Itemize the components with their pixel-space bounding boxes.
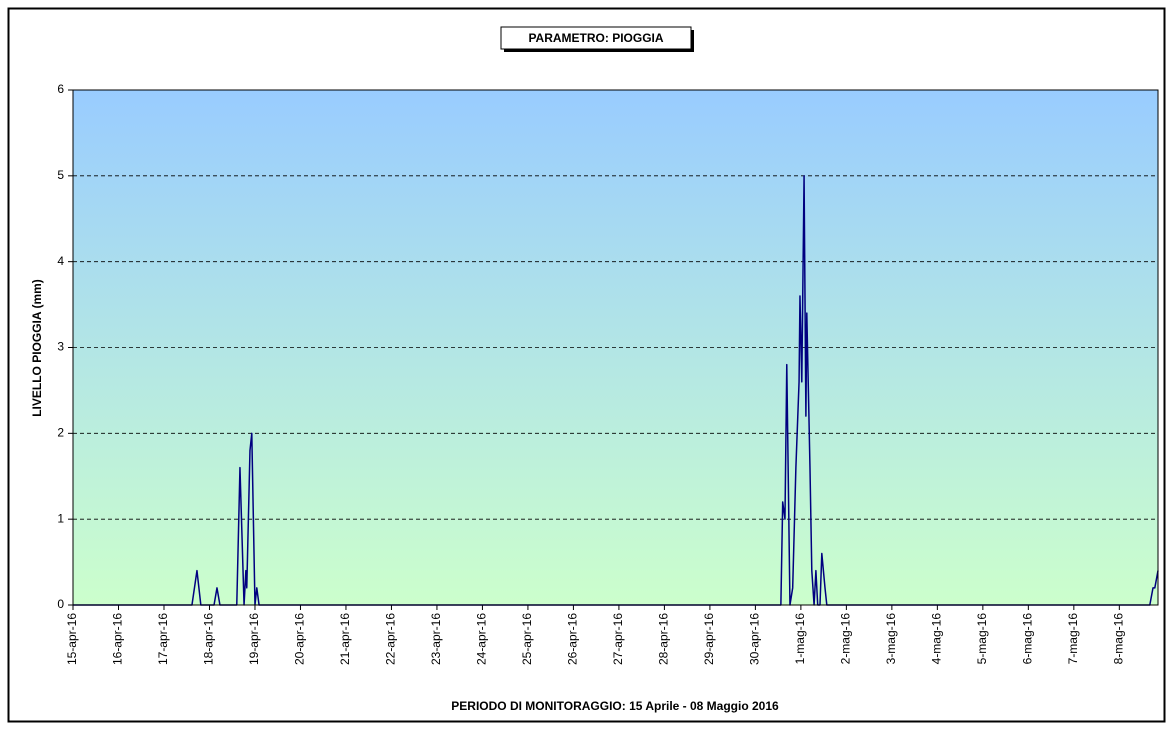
y-tick-label: 1: [57, 511, 64, 525]
x-tick-label: 17-apr-16: [156, 613, 170, 665]
x-tick-label: 8-mag-16: [1112, 613, 1126, 665]
x-tick-label: 24-apr-16: [475, 613, 489, 665]
x-tick-label: 1-mag-16: [793, 613, 807, 665]
chart-title: PARAMETRO: PIOGGIA: [528, 31, 663, 45]
x-tick-label: 3-mag-16: [884, 613, 898, 665]
y-tick-label: 6: [57, 82, 64, 96]
y-tick-label: 3: [57, 340, 64, 354]
y-tick-label: 4: [57, 254, 64, 268]
y-tick-label: 2: [57, 426, 64, 440]
x-tick-label: 30-apr-16: [748, 613, 762, 665]
x-tick-label: 28-apr-16: [657, 613, 671, 665]
x-tick-label: 7-mag-16: [1066, 613, 1080, 665]
x-tick-label: 26-apr-16: [566, 613, 580, 665]
x-tick-label: 20-apr-16: [293, 613, 307, 665]
x-tick-label: 4-mag-16: [930, 613, 944, 665]
x-tick-label: 2-mag-16: [839, 613, 853, 665]
x-tick-label: 21-apr-16: [338, 613, 352, 665]
x-tick-label: 6-mag-16: [1021, 613, 1035, 665]
x-tick-label: 18-apr-16: [202, 613, 216, 665]
y-tick-label: 0: [57, 597, 64, 611]
x-tick-label: 15-apr-16: [65, 613, 79, 665]
x-tick-label: 23-apr-16: [429, 613, 443, 665]
x-tick-label: 25-apr-16: [520, 613, 534, 665]
x-tick-label: 5-mag-16: [975, 613, 989, 665]
x-tick-label: 29-apr-16: [702, 613, 716, 665]
plot-frame: [72, 89, 1159, 606]
x-tick-label: 27-apr-16: [611, 613, 625, 665]
title-box: [500, 26, 692, 50]
x-axis-title: PERIODO DI MONITORAGGIO: 15 Aprile - 08 …: [451, 699, 779, 713]
y-tick-label: 5: [57, 168, 64, 182]
y-axis-title: LIVELLO PIOGGIA (mm): [30, 279, 44, 417]
x-tick-label: 19-apr-16: [247, 613, 261, 665]
x-tick-label: 22-apr-16: [384, 613, 398, 665]
x-tick-label: 16-apr-16: [111, 613, 125, 665]
